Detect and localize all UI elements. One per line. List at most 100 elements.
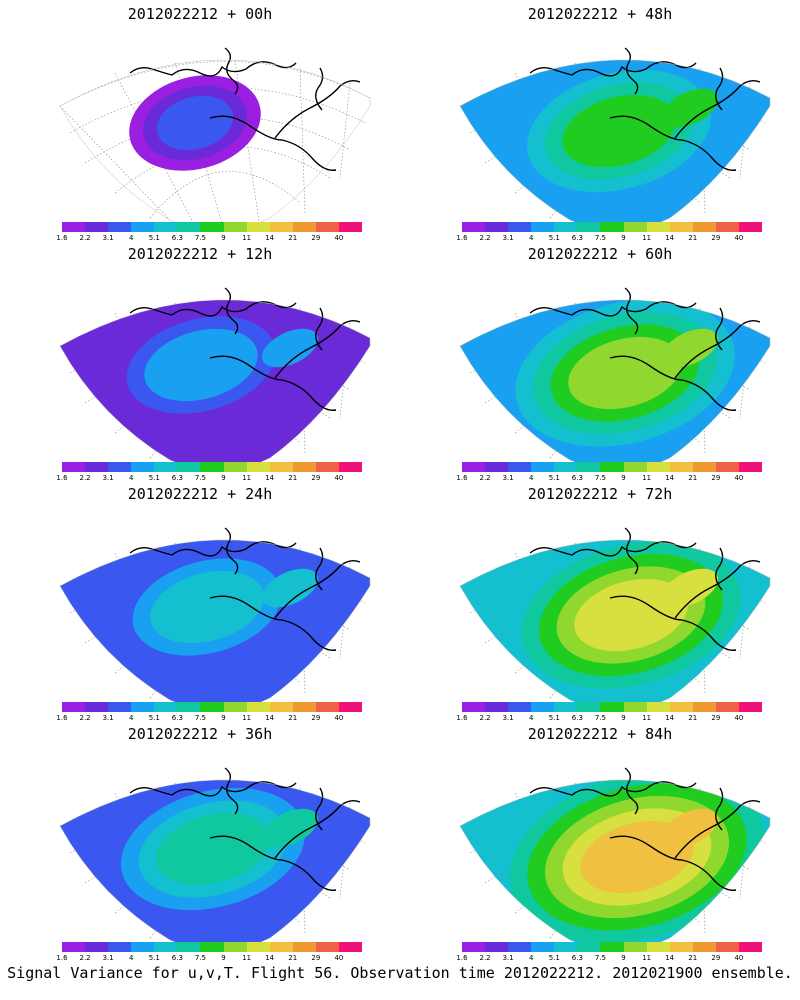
colorbar-swatch: [692, 222, 716, 232]
colorbar-swatch: [692, 462, 716, 472]
colorbar-tick-label: 40: [334, 714, 344, 722]
colorbar-tick-label: 6.3: [171, 234, 183, 242]
map-plot: [459, 287, 771, 474]
colorbar-tick-label: 1.6: [56, 234, 68, 242]
colorbar-tick-label: 2.2: [479, 474, 491, 482]
colorbar-labels: 1.6 2.2 3.1 4 5.1 6.3 7.5 9 11 14 21 29 40: [55, 474, 375, 484]
colorbar-swatch: [338, 942, 363, 952]
colorbar-tick-label: 11: [642, 954, 652, 962]
colorbar-swatch: [462, 222, 486, 232]
colorbar-tick-label: 2.2: [479, 954, 491, 962]
colorbar-swatch: [554, 462, 578, 472]
colorbar-swatch: [85, 462, 109, 472]
colorbar-tick-label: 14: [265, 954, 275, 962]
variance-field: [60, 539, 370, 711]
colorbar-swatch: [738, 942, 763, 952]
colorbar-tick-label: 14: [265, 474, 275, 482]
colorbar-swatch: [315, 942, 339, 952]
colorbar-swatch: [554, 702, 578, 712]
map-panel: 2012022212 + 60h 1.6 2.2 3.1 4 5.1 6.3 7.5 9 11 14…: [400, 240, 800, 482]
map-panel: 2012022212 + 48h 1.6 2.2 3.1 4 5.1 6.3 7.5 9 11 14…: [400, 0, 800, 242]
colorbar-tick-label: 1.6: [456, 474, 468, 482]
colorbar-swatch: [600, 702, 624, 712]
colorbar-swatch: [315, 462, 339, 472]
map-plot: [459, 767, 771, 954]
colorbar-tick-label: 4: [128, 954, 134, 962]
colorbar-tick-label: 7.5: [194, 234, 207, 242]
colorbar-swatch: [154, 222, 178, 232]
colorbar-tick-label: 14: [265, 234, 275, 242]
colorbar-tick-label: 6.3: [171, 474, 183, 482]
colorbar-swatch: [508, 462, 532, 472]
colorbar-swatch: [462, 462, 486, 472]
panel-title: 2012022212 + 48h: [527, 5, 673, 23]
colorbar-swatch: [223, 462, 247, 472]
colorbar-tick-label: 40: [334, 954, 344, 962]
colorbar-tick-label: 14: [265, 714, 275, 722]
colorbar-tick-label: 40: [734, 954, 744, 962]
colorbar-tick-label: 5.1: [548, 954, 560, 962]
colorbar-tick-label: 7.5: [594, 234, 607, 242]
colorbar-swatch: [338, 222, 363, 232]
colorbar-swatch: [246, 462, 270, 472]
colorbar-swatch: [200, 222, 224, 232]
colorbar-swatch: [462, 942, 486, 952]
colorbar-swatch: [200, 462, 224, 472]
colorbar-tick-label: 21: [688, 234, 698, 242]
colorbar-swatch: [554, 942, 578, 952]
colorbar-swatch: [131, 942, 155, 952]
map-container: [20, 508, 380, 714]
colorbar-tick-label: 5.1: [148, 714, 160, 722]
colorbar-swatch: [577, 942, 601, 952]
colorbar-swatch: [154, 462, 178, 472]
colorbar-tick-label: 7.5: [594, 474, 607, 482]
colorbar-swatch: [623, 942, 647, 952]
colorbar-tick-label: 29: [311, 954, 321, 962]
colorbar: [62, 942, 363, 952]
panel-title: 2012022212 + 72h: [527, 485, 673, 503]
map-plot: [59, 47, 371, 234]
colorbar-labels: 1.6 2.2 3.1 4 5.1 6.3 7.5 9 11 14 21 29 40: [455, 234, 775, 244]
colorbar-tick-label: 29: [311, 474, 321, 482]
colorbar-tick-label: 9: [221, 474, 226, 482]
colorbar-tick-label: 21: [688, 954, 698, 962]
colorbar-swatch: [692, 942, 716, 952]
colorbar-tick-label: 21: [288, 954, 298, 962]
colorbar-tick-label: 5.1: [548, 474, 560, 482]
colorbar-swatch: [669, 462, 693, 472]
colorbar-tick-label: 1.6: [456, 234, 468, 242]
colorbar-labels: 1.6 2.2 3.1 4 5.1 6.3 7.5 9 11 14 21 29 40: [55, 234, 375, 244]
colorbar-tick-label: 11: [242, 474, 252, 482]
colorbar-tick-label: 11: [242, 234, 252, 242]
colorbar-swatch: [62, 222, 86, 232]
colorbar-tick-label: 6.3: [171, 714, 183, 722]
colorbar-swatch: [315, 222, 339, 232]
colorbar-swatch: [223, 942, 247, 952]
map-panel: 2012022212 + 72h 1.6 2.2 3.1 4 5.1 6.3 7.5 9 11 14…: [400, 480, 800, 722]
map-panel: 2012022212 + 00h 1.6 2.2 3.1 4 5.1 6.3 7.5 9 11 14…: [0, 0, 400, 242]
panel-title: 2012022212 + 12h: [127, 245, 273, 263]
map-container: [420, 508, 780, 714]
colorbar-swatch: [738, 702, 763, 712]
colorbar-tick-label: 3.1: [102, 714, 114, 722]
colorbar-swatch: [62, 462, 86, 472]
colorbar-swatch: [85, 222, 109, 232]
colorbar-swatch: [131, 702, 155, 712]
colorbar-swatch: [223, 702, 247, 712]
colorbar-swatch: [623, 222, 647, 232]
colorbar-tick-label: 4: [128, 234, 134, 242]
colorbar: [462, 222, 763, 232]
map-plot: [459, 527, 771, 714]
colorbar-swatch: [315, 702, 339, 712]
colorbar: [462, 702, 763, 712]
colorbar-tick-label: 40: [334, 234, 344, 242]
colorbar-tick-label: 2.2: [79, 954, 91, 962]
colorbar-swatch: [108, 222, 132, 232]
colorbar-tick-label: 7.5: [194, 954, 207, 962]
colorbar-swatch: [269, 702, 293, 712]
colorbar-swatch: [269, 942, 293, 952]
colorbar-tick-label: 3.1: [102, 954, 114, 962]
colorbar-swatch: [200, 702, 224, 712]
colorbar-tick-label: 21: [688, 714, 698, 722]
colorbar-tick-label: 6.3: [171, 954, 183, 962]
